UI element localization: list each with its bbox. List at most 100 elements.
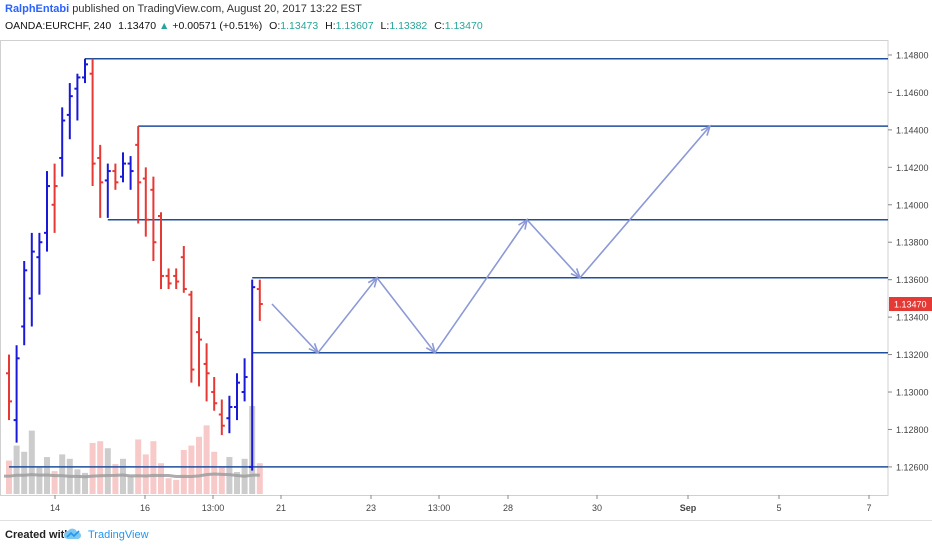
ohlc-bar[interactable] bbox=[135, 126, 142, 224]
plot-border bbox=[0, 40, 889, 496]
symbol-legend: OANDA:EURCHF, 240 1.13470 ▲ +0.00571 (+0… bbox=[5, 20, 483, 32]
volume-bar bbox=[13, 445, 20, 494]
ohlc-bar[interactable] bbox=[97, 144, 104, 218]
ohlc-bar[interactable] bbox=[234, 373, 240, 421]
price-tick-label: 1.13800 bbox=[896, 238, 929, 248]
ohlc-bar[interactable] bbox=[28, 232, 35, 327]
last-price: 1.13470 bbox=[118, 20, 157, 32]
volume-bar bbox=[188, 445, 195, 494]
symbol-name[interactable]: OANDA:EURCHF, 240 bbox=[5, 20, 112, 32]
time-tick-label: 13:00 bbox=[202, 503, 225, 513]
ohlc-bar[interactable] bbox=[82, 58, 88, 84]
time-tick-label: Sep bbox=[680, 503, 697, 513]
ohlc-bar[interactable] bbox=[180, 245, 187, 293]
projection-arrowhead bbox=[425, 342, 437, 355]
ohlc-bar[interactable] bbox=[74, 73, 81, 121]
volume-bar bbox=[165, 478, 172, 494]
time-axis[interactable]: 14 16 13:00 21 23 13:00 28 30 Sep 5 7 bbox=[0, 495, 888, 513]
price-tick-label: 1.12800 bbox=[896, 425, 929, 435]
projection-path[interactable] bbox=[271, 125, 711, 355]
price-tick-label: 1.13200 bbox=[896, 350, 929, 360]
open-value: 1.13473 bbox=[280, 20, 319, 32]
ohlc-bar[interactable] bbox=[51, 163, 58, 233]
price-tick-label: 1.12600 bbox=[896, 462, 929, 472]
projection-arrowhead bbox=[700, 124, 712, 136]
plot-area[interactable] bbox=[0, 40, 889, 496]
ohlc-bar[interactable] bbox=[21, 260, 28, 346]
ohlc-bar[interactable] bbox=[36, 232, 43, 295]
ohlc-bar[interactable] bbox=[188, 290, 195, 383]
volume-bar bbox=[51, 471, 58, 494]
ohlc-bar[interactable] bbox=[218, 399, 225, 436]
price-tick-label: 1.14800 bbox=[896, 50, 929, 60]
time-tick-label: 23 bbox=[366, 503, 376, 513]
current-price-tag bbox=[889, 297, 932, 312]
publish-info: RalphEntabi published on TradingView.com… bbox=[5, 3, 362, 15]
close-label: C: bbox=[434, 20, 445, 32]
time-tick-label: 5 bbox=[776, 503, 781, 513]
time-tick-label: 14 bbox=[50, 503, 60, 513]
ohlc-bar[interactable] bbox=[104, 163, 111, 218]
high-value: 1.13607 bbox=[335, 20, 374, 32]
ohlc-bar[interactable] bbox=[112, 163, 119, 190]
volume-bar bbox=[28, 430, 35, 494]
volume-bar bbox=[142, 454, 149, 494]
price-tick-label: 1.14400 bbox=[896, 125, 929, 135]
low-value: 1.13382 bbox=[389, 20, 428, 32]
ohlc-bar[interactable] bbox=[249, 279, 256, 471]
volume-bar bbox=[196, 436, 202, 494]
time-tick-label: 28 bbox=[503, 503, 513, 513]
ohlc-bar[interactable] bbox=[150, 176, 157, 261]
price-tick-label: 1.14200 bbox=[896, 163, 929, 173]
volume-bar bbox=[158, 463, 164, 494]
price-tick-label: 1.13400 bbox=[896, 313, 929, 323]
ohlc-bar[interactable] bbox=[196, 317, 202, 387]
volume-bar bbox=[21, 451, 28, 494]
ohlc-bar[interactable] bbox=[13, 345, 20, 443]
ohlc-bar[interactable] bbox=[241, 358, 248, 402]
ohlc-bar[interactable] bbox=[66, 83, 73, 140]
volume-bar bbox=[104, 448, 111, 494]
published-text: published on TradingView.com, August 20,… bbox=[72, 3, 362, 15]
author-link[interactable]: RalphEntabi bbox=[5, 3, 70, 15]
price-axis[interactable]: 1.14800 1.14600 1.14400 1.14200 1.14000 1.138… bbox=[888, 50, 932, 472]
ohlc-bar[interactable] bbox=[158, 212, 164, 290]
ohlc-bar[interactable] bbox=[120, 152, 126, 183]
low-label: L: bbox=[380, 20, 390, 32]
time-tick-label: 30 bbox=[592, 503, 602, 513]
projection-arrowhead bbox=[308, 343, 320, 355]
ohlc-bar[interactable] bbox=[142, 167, 149, 237]
volume-bar bbox=[180, 450, 187, 494]
tradingview-cloud-logo-icon[interactable] bbox=[64, 527, 82, 541]
ohlc-bar[interactable] bbox=[165, 268, 172, 290]
current-price-label: 1.13470 bbox=[894, 300, 927, 310]
ohlc-bar[interactable] bbox=[59, 107, 66, 177]
chart-header: RalphEntabi published on TradingView.com… bbox=[0, 0, 932, 40]
volume-bar bbox=[74, 469, 81, 494]
price-tick-label: 1.14000 bbox=[896, 200, 929, 210]
price-tick-label: 1.13000 bbox=[896, 388, 929, 398]
volume-bar bbox=[82, 472, 88, 494]
footer: Created with TradingView bbox=[0, 520, 932, 551]
ohlc-bar[interactable] bbox=[44, 171, 50, 252]
ohlc-bar[interactable] bbox=[173, 268, 180, 290]
ohlc-bar[interactable] bbox=[203, 343, 210, 402]
ohlc-bar[interactable] bbox=[256, 279, 263, 321]
ohlc-bar[interactable] bbox=[6, 354, 12, 421]
projection-arrowhead bbox=[367, 276, 379, 288]
volume-moving-average bbox=[4, 472, 260, 479]
ohlc-bar[interactable] bbox=[211, 377, 218, 411]
volume-bar bbox=[218, 467, 225, 494]
time-tick-label: 7 bbox=[866, 503, 871, 513]
tradingview-brand[interactable]: TradingView bbox=[88, 529, 149, 541]
price-chart[interactable]: 1.14800 1.14600 1.14400 1.14200 1.14000 1.138… bbox=[0, 40, 932, 520]
volume-bar bbox=[234, 472, 240, 494]
volume-bar bbox=[127, 476, 134, 494]
volume-bar bbox=[89, 442, 96, 494]
ohlc-bar[interactable] bbox=[89, 58, 96, 187]
volume-bar bbox=[256, 463, 263, 494]
volume-bar bbox=[173, 479, 180, 494]
projection-arrowhead bbox=[570, 268, 582, 280]
ohlc-bar[interactable] bbox=[226, 395, 233, 434]
ohlc-bar[interactable] bbox=[127, 156, 134, 190]
